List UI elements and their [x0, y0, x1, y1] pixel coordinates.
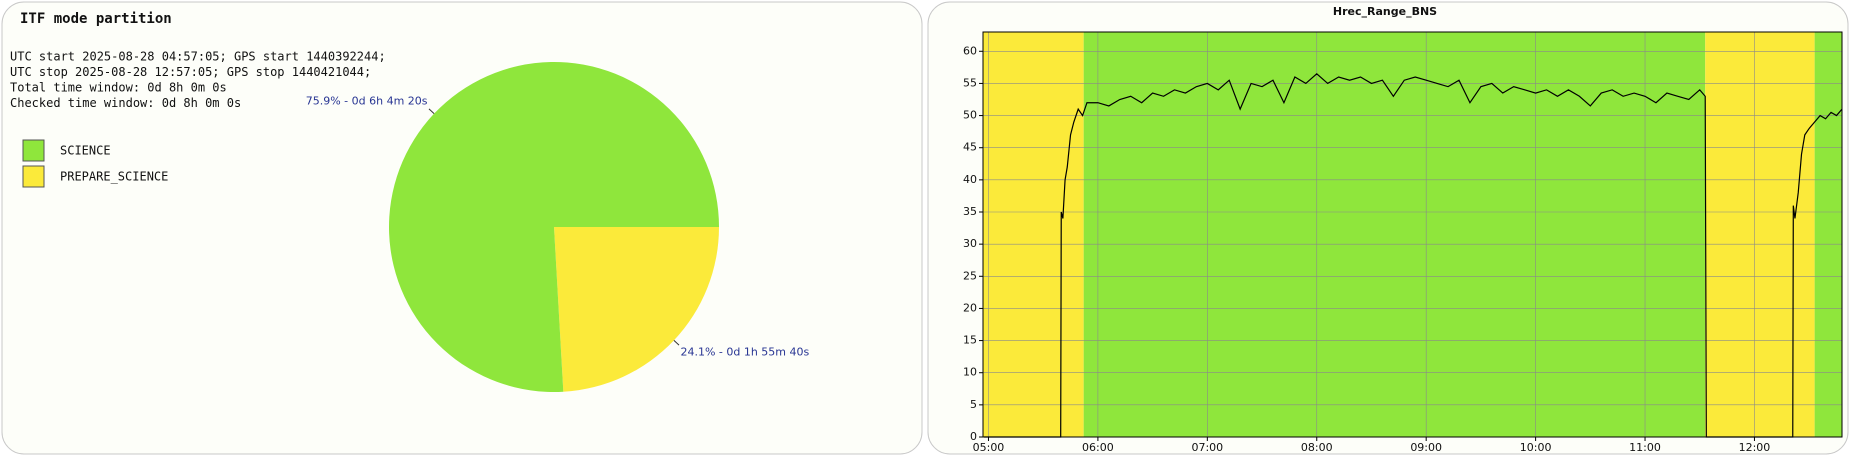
- legend-label: PREPARE_SCIENCE: [60, 170, 168, 184]
- x-tick-label: 11:00: [1629, 441, 1661, 454]
- leader-line: [673, 339, 680, 346]
- state-band: [1083, 32, 1706, 437]
- x-tick-label: 12:00: [1739, 441, 1771, 454]
- legend-label: SCIENCE: [60, 144, 111, 158]
- y-tick-label: 60: [963, 44, 977, 57]
- data-line: [984, 72, 1843, 438]
- state-band: [983, 32, 1084, 437]
- legend-swatch: [22, 139, 45, 162]
- plot-frame: [982, 31, 1843, 438]
- x-tick-label: 10:00: [1520, 441, 1552, 454]
- x-tick-label: 08:00: [1301, 441, 1333, 454]
- pie-slice: [388, 61, 719, 393]
- info-line: UTC start 2025-08-28 04:57:05; GPS start…: [10, 50, 386, 64]
- y-tick-label: 0: [970, 430, 977, 443]
- y-tick-label: 10: [963, 366, 977, 379]
- y-tick-label: 5: [970, 398, 977, 411]
- state-band: [1814, 32, 1842, 437]
- legend-swatch: [22, 165, 45, 188]
- info-line: Total time window: 0d 8h 0m 0s: [10, 81, 227, 95]
- x-tick-label: 09:00: [1410, 441, 1442, 454]
- y-tick-label: 40: [963, 173, 977, 186]
- slice-label: 75.9% - 0d 6h 4m 20s: [306, 94, 428, 107]
- line-title: Hrec_Range_BNS: [1333, 5, 1437, 18]
- y-tick-label: 25: [963, 269, 977, 282]
- pie-slice: [554, 227, 719, 392]
- x-tick-label: 07:00: [1191, 441, 1223, 454]
- slice-label: 24.1% - 0d 1h 55m 40s: [680, 346, 809, 359]
- y-tick-label: 55: [963, 76, 977, 89]
- y-tick-label: 50: [963, 109, 977, 122]
- x-tick-label: 06:00: [1082, 441, 1114, 454]
- pie-title: ITF mode partition: [20, 11, 172, 27]
- y-tick-label: 45: [963, 141, 977, 154]
- y-tick-label: 20: [963, 301, 977, 314]
- leader-line: [428, 108, 435, 115]
- info-line: Checked time window: 0d 8h 0m 0s: [10, 96, 241, 110]
- y-tick-label: 30: [963, 237, 977, 250]
- info-line: UTC stop 2025-08-28 12:57:05; GPS stop 1…: [10, 65, 371, 79]
- y-tick-label: 15: [963, 334, 977, 347]
- y-tick-label: 35: [963, 205, 977, 218]
- x-tick-label: 05:00: [973, 441, 1005, 454]
- state-band: [1705, 32, 1815, 437]
